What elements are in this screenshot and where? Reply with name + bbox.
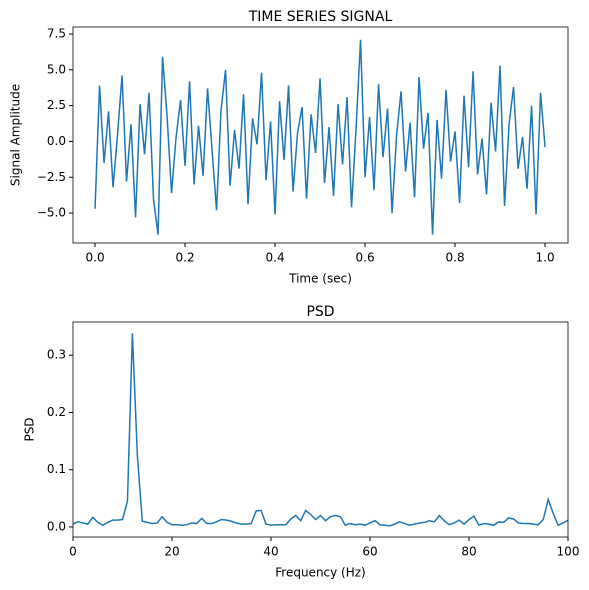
y-tick-label: 0.2	[47, 405, 66, 419]
y-tick-label: 0.3	[47, 348, 66, 362]
data-line	[73, 333, 568, 527]
axes-title: TIME SERIES SIGNAL	[248, 9, 393, 25]
y-tick-label: −2.5	[37, 170, 66, 184]
x-tick-label: 1.0	[536, 251, 555, 265]
y-tick-label: 0.1	[47, 462, 66, 476]
y-tick-label: 2.5	[47, 98, 66, 112]
y-axis-label: Signal Amplitude	[9, 84, 23, 186]
x-tick-label: 20	[164, 545, 179, 559]
x-tick-label: 100	[557, 545, 580, 559]
x-tick-label: 0.2	[176, 251, 195, 265]
y-tick-label: 0.0	[47, 134, 66, 148]
y-tick-label: −5.0	[37, 206, 66, 220]
x-axis-label: Frequency (Hz)	[275, 566, 366, 580]
y-tick-label: 7.5	[47, 27, 66, 41]
y-tick-label: 0.0	[47, 519, 66, 533]
x-tick-label: 80	[461, 545, 476, 559]
y-tick-label: 5.0	[47, 62, 66, 76]
axes-title: PSD	[306, 304, 334, 320]
x-tick-label: 0.6	[356, 251, 375, 265]
y-axis-label: PSD	[23, 417, 37, 441]
axes-frame	[72, 26, 569, 244]
data-line	[94, 39, 546, 235]
x-axis-label: Time (sec)	[288, 272, 352, 286]
x-tick-label: 0	[69, 545, 77, 559]
x-tick-label: 0.0	[86, 251, 105, 265]
x-tick-label: 40	[263, 545, 278, 559]
x-tick-label: 0.8	[446, 251, 465, 265]
axes-frame	[72, 321, 569, 538]
x-tick-label: 0.4	[266, 251, 285, 265]
x-tick-label: 60	[362, 545, 377, 559]
